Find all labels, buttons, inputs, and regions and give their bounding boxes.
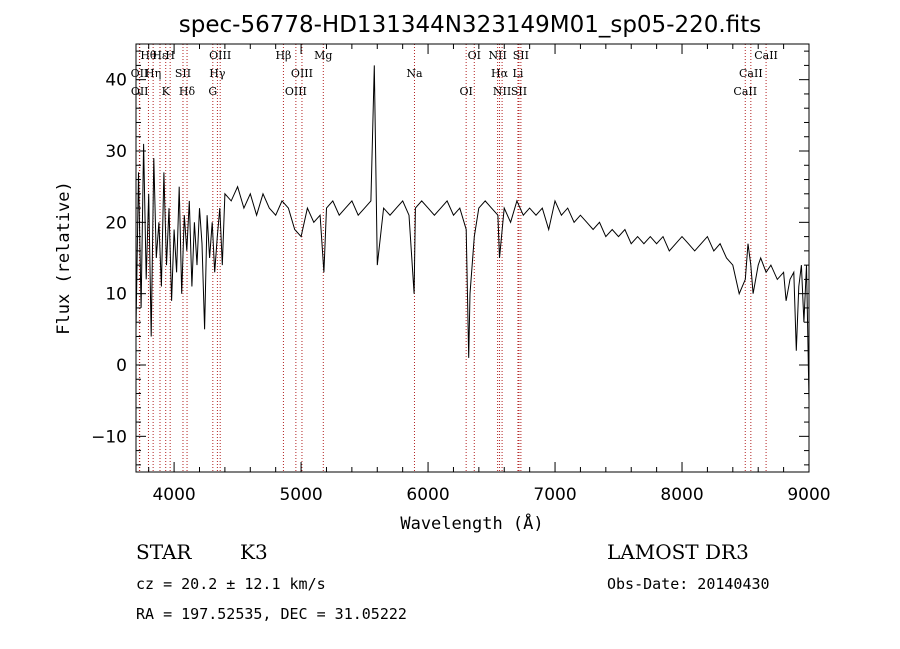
plot-frame [135, 43, 810, 473]
y-tick-label: 30 [105, 142, 127, 162]
line-label: Hε [152, 49, 168, 62]
spectral-line-labels: HθOIIOIIHεHηKHSIIHδOIIIHγGHβOIIIOIIIMgNa… [131, 49, 778, 98]
line-label: Na [406, 67, 423, 80]
x-tick-label: 8000 [660, 485, 703, 505]
line-label: CaII [739, 67, 763, 80]
y-tick-label: −10 [91, 427, 127, 447]
survey-name: LAMOST DR3 [607, 540, 749, 564]
x-axis-label: Wavelength (Å) [400, 512, 543, 534]
line-label: Mg [314, 49, 332, 62]
line-label: NII [488, 49, 506, 62]
line-label: Hα [491, 67, 509, 80]
line-label: SII [175, 67, 191, 80]
subclass: K3 [240, 540, 268, 564]
line-label: OI [459, 85, 472, 98]
y-axis-label: Flux (relative) [54, 181, 74, 335]
spectrum-series [135, 65, 810, 401]
line-label: G [208, 85, 217, 98]
line-label: OIII [285, 85, 307, 98]
x-tick-label: 4000 [152, 485, 195, 505]
line-label: OII [131, 67, 149, 80]
line-label: Hθ [140, 49, 157, 62]
line-label: Li [513, 67, 524, 80]
y-tick-label: 10 [105, 285, 127, 305]
x-axis-ticks: 4000 5000 6000 7000 8000 9000 [148, 44, 831, 505]
redshift-text: cz = 20.2 ± 12.1 km/s [136, 575, 326, 593]
x-tick-label: 7000 [533, 485, 576, 505]
spectral-line-markers [138, 44, 767, 472]
obs-date-text: Obs-Date: 20140430 [607, 575, 770, 593]
line-label: Hβ [275, 49, 291, 62]
y-tick-label: 0 [116, 356, 127, 376]
line-label: OII [131, 85, 149, 98]
line-label: OIII [209, 49, 231, 62]
y-axis-ticks: −10 0 10 20 30 40 [91, 50, 809, 466]
line-label: SII [511, 85, 527, 98]
x-tick-label: 6000 [406, 485, 449, 505]
line-label: Hδ [179, 85, 196, 98]
y-tick-label: 20 [105, 213, 127, 233]
line-label: CaII [754, 49, 778, 62]
line-label: OI [468, 49, 481, 62]
line-label: NII [493, 85, 511, 98]
coordinates-text: RA = 197.52535, DEC = 31.05222 [136, 605, 407, 623]
x-tick-label: 5000 [279, 485, 322, 505]
chart-title: spec-56778-HD131344N323149M01_sp05-220.f… [179, 12, 761, 38]
object-type: STAR [136, 540, 192, 564]
x-tick-label: 9000 [787, 485, 830, 505]
line-label: Hγ [209, 67, 226, 80]
line-label: CaII [733, 85, 757, 98]
line-label: SII [513, 49, 529, 62]
line-label: OIII [291, 67, 313, 80]
line-label: H [165, 49, 175, 62]
line-label: Hη [145, 67, 161, 80]
y-tick-label: 40 [105, 71, 127, 91]
line-label: K [162, 85, 171, 98]
